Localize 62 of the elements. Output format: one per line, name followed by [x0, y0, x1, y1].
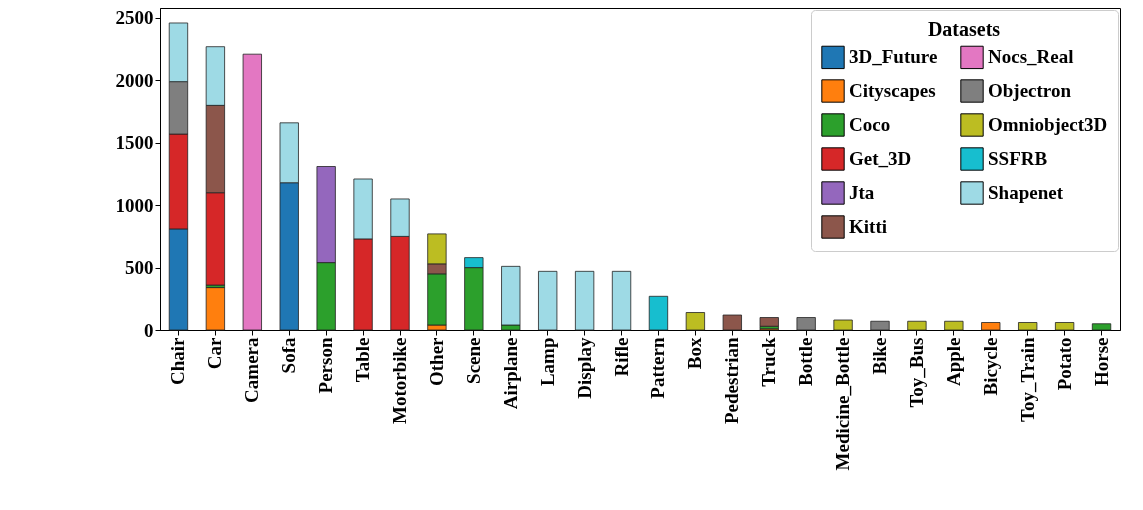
legend-label: Coco	[849, 114, 891, 135]
legend-label: Jta	[849, 182, 875, 203]
y-tick-label: 0	[144, 319, 154, 341]
bar	[981, 322, 1001, 331]
legend-label: Omniobject3D	[988, 114, 1108, 135]
x-tick-label: Chair	[167, 336, 189, 385]
x-tick-label: Airplane	[499, 337, 521, 410]
bar	[685, 312, 706, 331]
bar	[242, 53, 262, 331]
x-tick-label: Lamp	[536, 337, 558, 387]
x-tick-label: Table	[352, 337, 374, 383]
x-tick-label: Truck	[758, 337, 780, 387]
x-tick-label: Camera	[241, 337, 263, 403]
legend-label: Get_3D	[849, 148, 912, 169]
bar	[611, 270, 632, 331]
x-tick-label: Horse	[1090, 337, 1112, 387]
x-tick-label: Pedestrian	[721, 337, 743, 425]
x-tick-label: Potato	[1053, 337, 1075, 391]
bar	[574, 270, 595, 331]
x-tick-label: Motorbike	[389, 337, 410, 425]
bar	[1054, 322, 1075, 331]
y-tick-label: 1000	[115, 194, 154, 216]
legend-label: Objectron	[988, 80, 1072, 101]
x-tick-label: Medicine_Bottle	[832, 337, 854, 471]
y-tick-label: 2500	[115, 7, 154, 29]
bar	[759, 317, 779, 327]
x-tick-label: Toy_Bus	[905, 337, 927, 408]
bar	[648, 295, 669, 331]
bar	[944, 320, 964, 331]
y-tick-label: 1500	[115, 132, 154, 154]
bar	[1091, 323, 1112, 331]
bar	[538, 270, 558, 331]
x-tick-label: Apple	[942, 337, 964, 387]
x-tick-label: Other	[425, 336, 447, 387]
x-tick-label: Person	[315, 337, 337, 394]
x-tick-label: Bottle	[795, 337, 817, 387]
legend-title: Datasets	[927, 18, 1001, 40]
legend-label: Kitti	[849, 216, 887, 237]
legend-label: 3D_Future	[849, 46, 938, 68]
legend-label: Cityscapes	[849, 80, 936, 101]
legend-label: Shapenet	[988, 182, 1064, 203]
x-tick-label: Car	[204, 336, 226, 370]
y-tick-label: 500	[125, 257, 154, 279]
bar	[722, 314, 742, 331]
legend-label: Nocs_Real	[988, 46, 1074, 68]
legend-label: SSFRB	[988, 148, 1048, 169]
bar	[205, 287, 226, 331]
x-tick-label: Box	[684, 337, 706, 370]
x-tick-label: Rifle	[610, 337, 632, 377]
bar	[1018, 322, 1038, 331]
x-tick-label: Scene	[462, 337, 484, 384]
bar	[796, 317, 816, 331]
x-tick-label: Display	[573, 337, 595, 399]
x-tick-label: Bicycle	[979, 337, 1001, 396]
x-tick-label: Toy_Train	[1016, 337, 1038, 422]
x-tick-label: Pattern	[647, 337, 669, 399]
bar	[870, 320, 890, 331]
bar	[833, 319, 853, 331]
bar	[907, 320, 927, 331]
x-tick-label: Bike	[869, 337, 890, 375]
y-tick-label: 2000	[115, 69, 154, 91]
x-tick-label: Sofa	[278, 337, 300, 374]
